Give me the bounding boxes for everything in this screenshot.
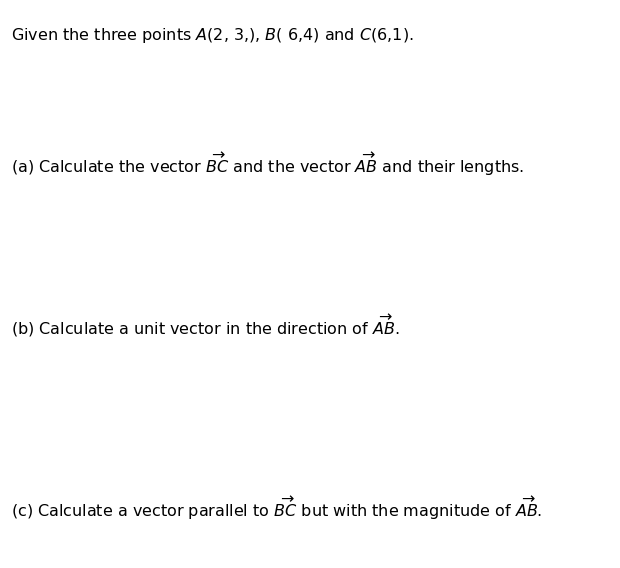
- Text: (b) Calculate a unit vector in the direction of $\overrightarrow{AB}$.: (b) Calculate a unit vector in the direc…: [11, 312, 400, 339]
- Text: (c) Calculate a vector parallel to $\overrightarrow{BC}$ but with the magnitude : (c) Calculate a vector parallel to $\ove…: [11, 494, 542, 522]
- Text: (a) Calculate the vector $\overrightarrow{BC}$ and the vector $\overrightarrow{A: (a) Calculate the vector $\overrightarro…: [11, 151, 525, 178]
- Text: Given the three points $\mathit{A}$(2, 3,), $\mathit{B}$( 6,4) and $\mathit{C}$(: Given the three points $\mathit{A}$(2, 3…: [11, 26, 414, 44]
